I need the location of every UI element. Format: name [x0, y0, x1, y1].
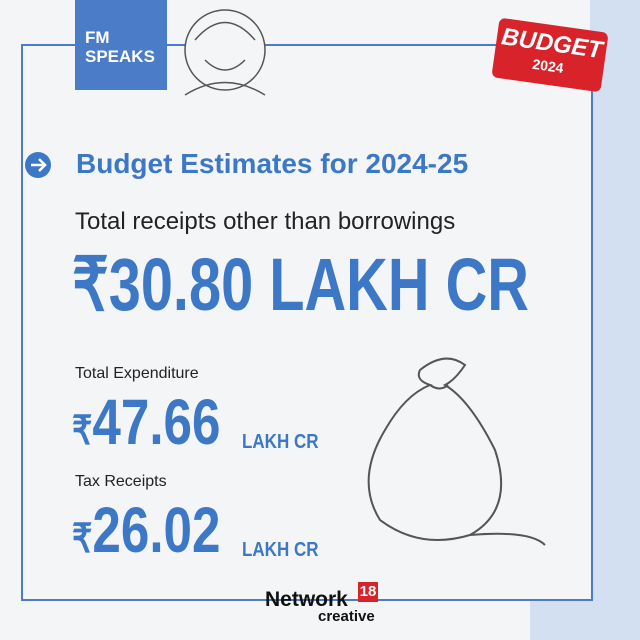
amount: 47.66 [92, 386, 221, 458]
badge-line: FM [85, 28, 110, 47]
badge-line: SPEAKS [85, 47, 155, 66]
fm-badge: FM SPEAKS [85, 28, 155, 66]
footer-number: 18 [359, 583, 377, 600]
item-label: Total Expenditure [75, 365, 199, 382]
item-big: ₹47.66 [72, 387, 220, 466]
headline-label: Total receipts other than borrowings [75, 208, 456, 235]
item-label: Tax Receipts [75, 473, 167, 490]
title: Budget Estimates for 2024-25 [76, 148, 469, 179]
currency: ₹ [72, 409, 93, 453]
unit: LAKH CR [242, 539, 319, 561]
unit: LAKH CR [242, 431, 319, 453]
footer-sub: creative [318, 608, 375, 625]
item-value: ₹26.02 LAKH CR [72, 495, 332, 574]
amount: 30.80 [108, 243, 254, 326]
headline-value: ₹30.80 LAKH CR [72, 245, 640, 325]
amount: 26.02 [92, 494, 221, 566]
currency: ₹ [72, 517, 93, 561]
item-big: ₹26.02 [72, 495, 220, 574]
currency: ₹ [72, 243, 109, 326]
footer-brand: Network [265, 588, 348, 611]
unit: LAKH CR [269, 243, 529, 326]
item-value: ₹47.66 LAKH CR [72, 387, 332, 466]
